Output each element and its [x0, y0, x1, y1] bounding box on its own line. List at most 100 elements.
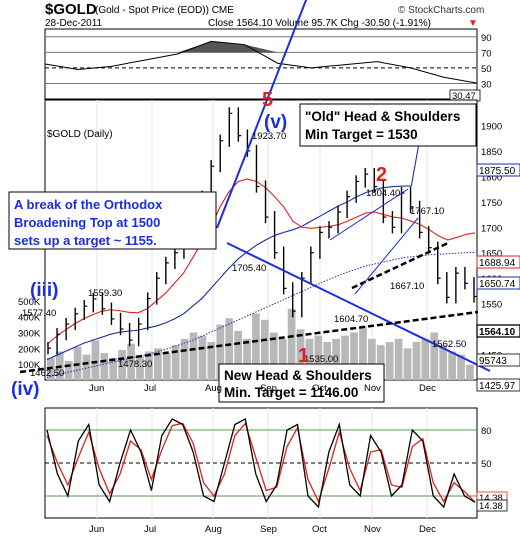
old-head-shoulders-box: "Old" Head & Shoulders Min Target = 1530: [299, 103, 477, 147]
volume-bar: [403, 348, 412, 380]
right-value-tags: 1875.50 1688.94 1650.74 1564.10 95743 14…: [476, 163, 520, 392]
price-panel: 1900185018001750170016501600155015001450…: [8, 0, 520, 403]
ma-dotted-tag: 1650.74: [479, 279, 516, 290]
watermark: © StockCharts.com: [398, 5, 484, 16]
price-label: 1604.70: [334, 314, 368, 325]
broadening-top-upper-line: [216, 0, 308, 229]
hs-neckline-new: [19, 310, 479, 374]
ma-blue-tag: 1875.50: [479, 166, 516, 177]
symbol-name: (Gold - Spot Price (EOD)) CME: [95, 5, 234, 16]
volume-bar: [332, 338, 341, 380]
quote-line: Close 1564.10 Volume 95.7K Chg -30.50 (-…: [208, 18, 431, 29]
price-tick-label: 1850: [481, 147, 502, 158]
rsi-tick-label: 70: [481, 48, 492, 59]
quote-arrow: ▼: [468, 18, 478, 29]
broadening-top-lower-line: [226, 242, 491, 372]
wave-iii-label: (iii): [30, 280, 59, 301]
quote-date: 28-Dec-2011: [45, 18, 103, 29]
volume-bar: [91, 340, 100, 380]
price-tick-label: 1750: [481, 198, 502, 209]
wave-1-label: 1: [298, 345, 309, 367]
volume-bar: [127, 343, 135, 380]
volume-bar: [252, 313, 260, 380]
price-label: 1559.30: [88, 288, 122, 299]
volume-bar: [305, 338, 314, 380]
rsi-panel: 90 70 50 30 30.47: [44, 28, 492, 102]
volume-bar: [145, 351, 153, 380]
volume-last-tag: 95743: [479, 356, 507, 367]
volume-bar: [216, 324, 225, 380]
new-head-shoulders-box: New Head & Shoulders Min. Target = 1146.0…: [218, 363, 385, 403]
price-label: 1804.40: [366, 188, 400, 199]
volume-tick-label: 100K: [18, 360, 41, 371]
moving-average-dotted: [46, 251, 476, 378]
volume-bar: [448, 351, 456, 380]
volume-bar: [100, 353, 109, 380]
month-tick-label: Jun: [89, 383, 104, 394]
volume-bar: [376, 345, 385, 380]
volume-tick-label: 400K: [18, 313, 41, 324]
volume-bar: [162, 353, 171, 380]
rsi-last-value: 30.47: [452, 91, 476, 102]
stochastic-signal-line: [46, 422, 476, 504]
stochastic-tick-label: 50: [481, 459, 492, 470]
volume-bar: [189, 332, 198, 380]
wave-iv-label: (iv): [11, 379, 40, 400]
rsi-line: [44, 40, 478, 84]
volume-bar: [323, 342, 332, 380]
volume-bar: [154, 348, 162, 380]
month-tick-label: Dec: [419, 524, 436, 535]
volume-bar: [368, 338, 376, 380]
wave-v-label: (v): [264, 112, 287, 133]
volume-bar: [359, 326, 367, 380]
volume-bar: [243, 338, 251, 380]
volume-bar: [207, 342, 216, 380]
channel-line-upper: [329, 188, 409, 241]
volume-bar: [287, 308, 296, 380]
volume-bar: [421, 338, 430, 380]
wave-5-label: 5: [262, 89, 273, 111]
month-tick-label: Oct: [312, 524, 327, 535]
volume-bar: [171, 345, 180, 380]
volume-bar: [82, 354, 91, 380]
rsi-tick-label: 50: [481, 64, 492, 75]
volume-bar: [198, 335, 207, 380]
price-tick-label: 1800: [481, 172, 502, 183]
stochastic-tick-label: 80: [481, 426, 492, 437]
price-label: 1767.10: [410, 206, 444, 217]
price-label: 1667.10: [390, 281, 424, 292]
volume-bar: [261, 319, 269, 380]
channel-line-lower: [354, 217, 419, 295]
month-axis-middle: Jun Jul Aug Sep Oct Nov Dec: [89, 383, 436, 394]
volume-bar: [394, 338, 403, 380]
month-tick-label: Aug: [205, 524, 222, 535]
ma-red-tag: 1688.94: [479, 258, 516, 269]
rsi-tick-label: 30: [481, 79, 492, 90]
volume-bar: [269, 332, 278, 380]
price-tick-label: 1650: [481, 249, 502, 260]
month-tick-label: Jul: [144, 524, 156, 535]
month-tick-label: Nov: [364, 383, 381, 394]
volume-bar: [439, 345, 448, 380]
price-label: 1535.00: [304, 354, 338, 365]
volume-bar: [296, 329, 305, 380]
close-tag: 1564.10: [479, 327, 516, 338]
volume-bar: [64, 361, 73, 380]
volume-bar: [314, 335, 323, 380]
stochastic-last-value-2: 14.38: [479, 501, 503, 512]
volume-bar: [234, 330, 242, 380]
moving-average-blue: [46, 135, 476, 361]
volume-bar: [225, 318, 234, 380]
price-label: 1705.40: [232, 263, 266, 274]
month-tick-label: Jun: [89, 524, 104, 535]
price-label: 1462.50: [30, 368, 64, 379]
volume-bar: [457, 354, 465, 380]
low-tag: 1425.97: [479, 381, 516, 392]
volume-bar: [278, 338, 287, 380]
month-tick-label: Dec: [419, 383, 436, 394]
price-tick-label: 1550: [481, 300, 502, 311]
